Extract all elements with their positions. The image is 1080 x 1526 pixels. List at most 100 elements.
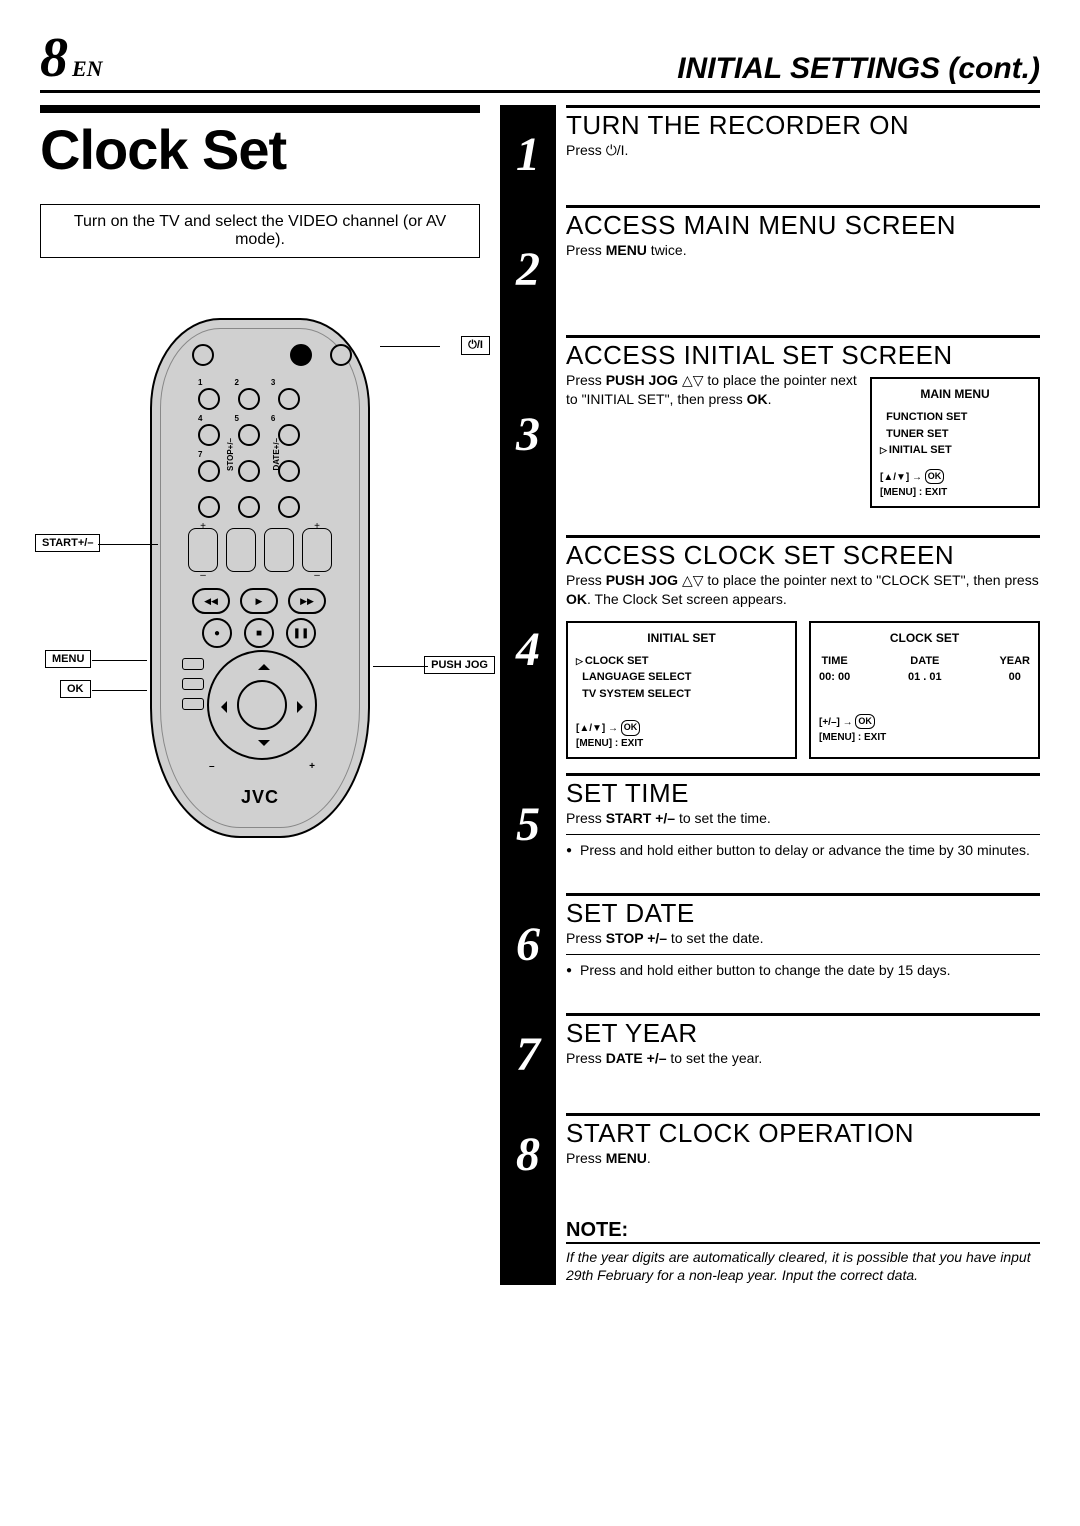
step-number: 3 [500, 335, 556, 535]
step: SET YEARPress DATE +/– to set the year. [566, 1013, 1040, 1099]
remote-button [278, 460, 300, 482]
remote-top-row [192, 344, 352, 366]
step-title: ACCESS MAIN MENU SCREEN [566, 210, 1040, 241]
step-body: Press START +/– to set the time.Press an… [566, 809, 1040, 860]
step-number: 6 [500, 885, 556, 1005]
numpad-row-1 [198, 388, 300, 410]
step: START CLOCK OPERATIONPress MENU. [566, 1113, 1040, 1199]
jog-up-icon [258, 658, 270, 670]
osd-clock-set: CLOCK SETTIME00: 00DATE01 . 01YEAR00[+/–… [809, 621, 1040, 760]
step-number-strip: 12345678 [500, 105, 556, 1285]
remote-button [238, 424, 260, 446]
step-title: ACCESS CLOCK SET SCREEN [566, 540, 1040, 571]
step-title: TURN THE RECORDER ON [566, 110, 1040, 141]
step-body: Press PUSH JOG to place the pointer next… [566, 571, 1040, 759]
pause-icon: ❚❚ [286, 618, 316, 648]
numpad-row-3 [198, 460, 300, 482]
jog-down-icon [258, 740, 270, 752]
step-body: Press DATE +/– to set the year. [566, 1049, 1040, 1068]
remote-illustration: 123 456 7 [150, 318, 370, 838]
step: SET DATEPress STOP +/– to set the date.P… [566, 893, 1040, 999]
step-bullet: Press and hold either button to change t… [566, 961, 1040, 980]
page-number: 8 EN [40, 30, 103, 86]
remote-button [278, 424, 300, 446]
callout-power: ⏻/I [461, 336, 490, 355]
remote-button [238, 496, 260, 518]
callout-menu: MENU [45, 650, 91, 668]
right-column: 12345678 TURN THE RECORDER ONPress ⏻/I. A… [500, 105, 1040, 1285]
step-body: Press MENU twice. [566, 241, 1040, 260]
step: ACCESS INITIAL SET SCREENPress PUSH JOG … [566, 335, 1040, 521]
plusminus-row: + – + – [188, 528, 332, 572]
note-heading: NOTE: [566, 1219, 1040, 1242]
note-body: If the year digits are automatically cle… [566, 1242, 1040, 1284]
step-title: ACCESS INITIAL SET SCREEN [566, 340, 1040, 371]
step: ACCESS MAIN MENU SCREENPress MENU twice. [566, 205, 1040, 321]
remote-button [198, 496, 220, 518]
callout-pushjog: PUSH JOG [424, 656, 495, 674]
remote-button [238, 388, 260, 410]
stop-label: STOP+/– [226, 438, 235, 471]
rewind-icon: ◀◀ [192, 588, 230, 614]
step-title: START CLOCK OPERATION [566, 1118, 1040, 1149]
callout-ok: OK [60, 680, 91, 698]
transport-row-2: ● ■ ❚❚ [202, 618, 316, 648]
step-bullet: Press and hold either button to delay or… [566, 841, 1040, 860]
remote-button [330, 344, 352, 366]
remote-small-button [182, 698, 204, 710]
step: SET TIMEPress START +/– to set the time.… [566, 773, 1040, 879]
step-body: Press PUSH JOG to place the pointer next… [566, 371, 1040, 508]
page-title: Clock Set [40, 105, 480, 182]
brand-logo: JVC [152, 787, 368, 808]
note-section: NOTE:If the year digits are automaticall… [566, 1219, 1040, 1284]
step-number: 7 [500, 1005, 556, 1105]
step: ACCESS CLOCK SET SCREENPress PUSH JOG to… [566, 535, 1040, 759]
remote-button [192, 344, 214, 366]
remote-button [278, 496, 300, 518]
remote-button [198, 460, 220, 482]
page-number-digit: 8 [40, 30, 68, 86]
step-number: 8 [500, 1105, 556, 1205]
step-body: Press STOP +/– to set the date.Press and… [566, 929, 1040, 980]
instruction-box: Turn on the TV and select the VIDEO chan… [40, 204, 480, 258]
remote-small-button [182, 678, 204, 690]
osd-initial-set: INITIAL SETCLOCK SET LANGUAGE SELECT TV … [566, 621, 797, 760]
stop-icon: ■ [244, 618, 274, 648]
step-title: SET DATE [566, 898, 1040, 929]
step: TURN THE RECORDER ONPress ⏻/I. [566, 105, 1040, 191]
jog-right-icon [297, 701, 309, 713]
steps-list: TURN THE RECORDER ONPress ⏻/I. ACCESS MAI… [566, 105, 1040, 1285]
step-title: SET TIME [566, 778, 1040, 809]
ffwd-icon: ▶▶ [288, 588, 326, 614]
step-body: Press ⏻/I. [566, 141, 1040, 160]
jog-left-icon [215, 701, 227, 713]
transport-row-1: ◀◀ ▶ ▶▶ [192, 588, 326, 614]
play-icon: ▶ [240, 588, 278, 614]
numpad-row-2 [198, 424, 300, 446]
power-button-icon [290, 344, 312, 366]
push-jog-dial: – + [207, 650, 317, 760]
remote-button [198, 424, 220, 446]
date-label: DATE+/– [272, 438, 281, 471]
page-lang: EN [72, 58, 103, 80]
step-body: Press MENU. [566, 1149, 1040, 1168]
content-columns: Clock Set Turn on the TV and select the … [40, 105, 1040, 1285]
osd-main-menu: MAIN MENU FUNCTION SET TUNER SETINITIAL … [870, 377, 1040, 508]
left-column: Clock Set Turn on the TV and select the … [40, 105, 480, 1285]
rec-icon: ● [202, 618, 232, 648]
step-title: SET YEAR [566, 1018, 1040, 1049]
step-number: 5 [500, 765, 556, 885]
remote-small-button [182, 658, 204, 670]
step-number: 2 [500, 205, 556, 335]
remote-button [238, 460, 260, 482]
page-header: 8 EN INITIAL SETTINGS (cont.) [40, 30, 1040, 93]
remote-illustration-wrap: 123 456 7 [40, 298, 480, 858]
remote-button [198, 388, 220, 410]
step-number: 4 [500, 535, 556, 765]
section-heading: INITIAL SETTINGS (cont.) [677, 52, 1040, 86]
callout-start: START+/– [35, 534, 100, 552]
remote-button [278, 388, 300, 410]
menu-buttons-left [182, 658, 204, 710]
numpad-row-4 [198, 496, 300, 518]
step-number: 1 [500, 105, 556, 205]
